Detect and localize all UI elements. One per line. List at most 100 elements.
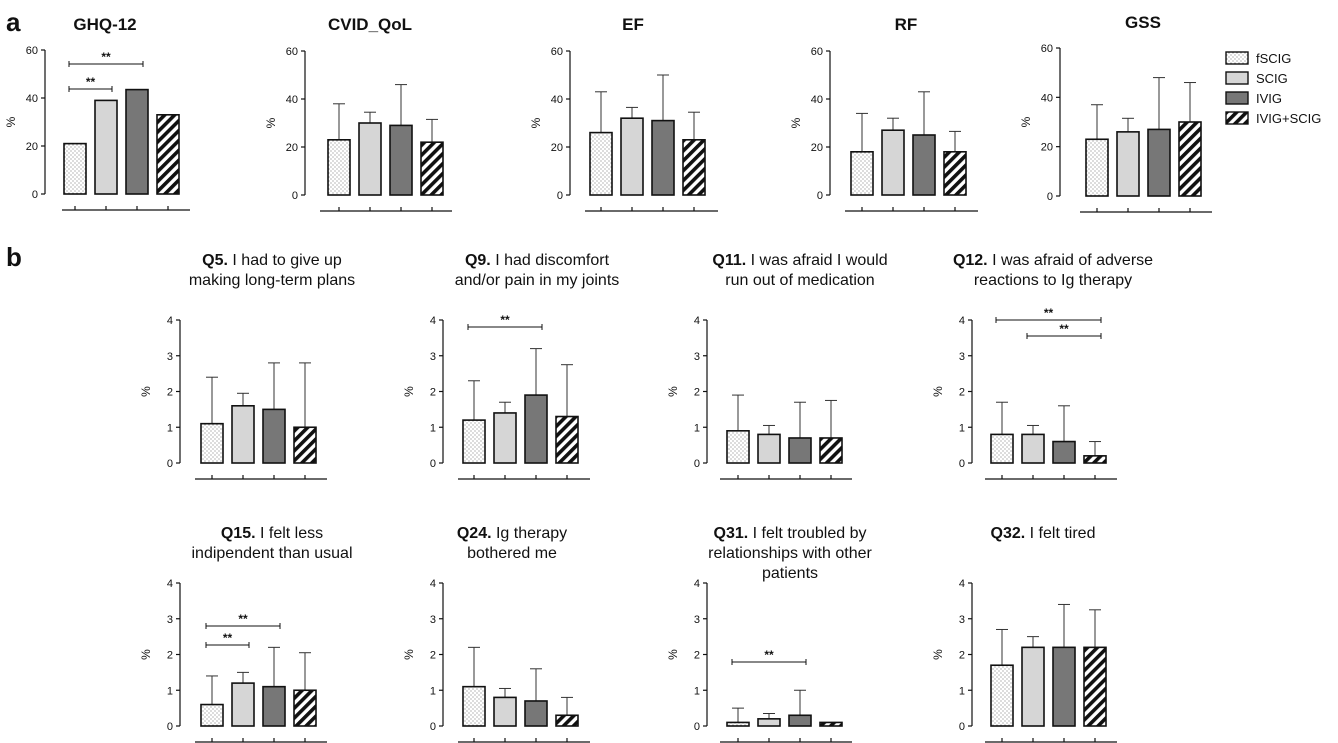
bar-IVIG+SCIG bbox=[682, 139, 706, 196]
y-tick-label: 4 bbox=[959, 578, 965, 590]
y-tick-label: 4 bbox=[959, 315, 965, 327]
bar-fSCIG bbox=[1085, 138, 1109, 197]
y-tick-label: 0 bbox=[694, 458, 700, 470]
bar-SCIG bbox=[1116, 131, 1140, 197]
chart-title-line: I felt troubled by bbox=[748, 525, 866, 542]
y-tick-label: 60 bbox=[286, 46, 298, 58]
chart-rf: RF 0 20 40 60% bbox=[789, 15, 978, 212]
bar-fSCIG bbox=[200, 703, 224, 727]
chart-title-line: I had discomfort bbox=[491, 252, 610, 269]
chart-title-line: GSS bbox=[1125, 13, 1161, 32]
chart-q9: Q9. I had discomfort and/or pain in my jo… bbox=[402, 252, 620, 480]
y-tick-label: 40 bbox=[286, 94, 298, 106]
y-tick-label: 1 bbox=[959, 685, 965, 697]
bar-SCIG bbox=[94, 99, 118, 195]
chart-title-line: run out of medication bbox=[725, 272, 874, 289]
chart-title: RF bbox=[895, 15, 918, 34]
bar-fSCIG bbox=[990, 433, 1014, 464]
y-axis-label: % bbox=[666, 649, 680, 660]
y-tick-label: 1 bbox=[694, 685, 700, 697]
y-tick-label: 3 bbox=[694, 351, 700, 363]
chart-title-line: I felt tired bbox=[1025, 525, 1095, 542]
bar-IVIG+SCIG bbox=[293, 689, 317, 727]
chart-title-line: Ig therapy bbox=[492, 525, 568, 542]
y-tick-label: 2 bbox=[959, 650, 965, 662]
sig-label: ** bbox=[238, 612, 248, 626]
y-tick-label: 3 bbox=[167, 351, 173, 363]
sig-label: ** bbox=[500, 313, 510, 327]
y-tick-label: 2 bbox=[430, 387, 436, 399]
bar-IVIG bbox=[1052, 440, 1076, 464]
bar-IVIG+SCIG bbox=[1178, 121, 1202, 197]
bar-IVIG bbox=[524, 394, 548, 464]
bar-SCIG bbox=[493, 696, 517, 727]
y-tick-label: 1 bbox=[959, 422, 965, 434]
bar-SCIG bbox=[757, 433, 781, 464]
chart-title-line: making long-term plans bbox=[189, 272, 355, 289]
y-axis-label: % bbox=[4, 116, 18, 127]
chart-title: GSS bbox=[1125, 13, 1161, 32]
chart-title: GHQ-12 bbox=[73, 15, 136, 34]
chart-title-bold: Q32. bbox=[991, 525, 1026, 542]
chart-title-line: indipendent than usual bbox=[191, 545, 352, 562]
y-tick-label: 0 bbox=[817, 190, 823, 202]
y-tick-label: 40 bbox=[1041, 92, 1053, 104]
y-tick-label: 3 bbox=[430, 351, 436, 363]
bar-IVIG+SCIG bbox=[819, 721, 843, 727]
bar-fSCIG bbox=[327, 139, 351, 196]
y-tick-label: 0 bbox=[32, 189, 38, 201]
legend-item: SCIG bbox=[1225, 71, 1288, 86]
y-tick-label: 3 bbox=[694, 614, 700, 626]
chart-q24: Q24. Ig therapy bothered me 0 1 2 3 4% bbox=[402, 525, 590, 743]
y-tick-label: 0 bbox=[959, 721, 965, 733]
bar-fSCIG bbox=[990, 664, 1014, 727]
sig-label: ** bbox=[764, 648, 774, 662]
chart-title: Q9. I had discomfort and/or pain in my jo… bbox=[455, 252, 620, 289]
chart-title-bold: Q5. bbox=[202, 252, 228, 269]
bar-fSCIG bbox=[200, 422, 224, 464]
sig-label: ** bbox=[1059, 322, 1069, 336]
legend-item: IVIG+SCIG bbox=[1225, 111, 1321, 126]
charts-group: GHQ-120204060%****CVID_QoL0204060%EF0204… bbox=[4, 13, 1212, 743]
bar-IVIG bbox=[262, 408, 286, 464]
legend-swatch bbox=[1225, 111, 1249, 125]
chart-title-line: reactions to Ig therapy bbox=[974, 272, 1132, 289]
chart-title: Q12. I was afraid of adverse reactions to… bbox=[953, 252, 1153, 289]
chart-title-line: bothered me bbox=[467, 545, 557, 562]
legend-label: IVIG+SCIG bbox=[1256, 111, 1321, 126]
legend: fSCIG SCIG IVIG IVIG+SCIG bbox=[1225, 51, 1321, 126]
y-axis-label: % bbox=[139, 386, 153, 397]
bar-IVIG bbox=[524, 700, 548, 727]
y-axis-label: % bbox=[931, 386, 945, 397]
chart-gss: GSS 0 20 40 60% bbox=[1019, 13, 1212, 213]
chart-title-bold: Q15. bbox=[221, 525, 256, 542]
y-tick-label: 2 bbox=[959, 387, 965, 399]
y-tick-label: 0 bbox=[694, 721, 700, 733]
bar-IVIG bbox=[788, 714, 812, 727]
chart-title-line: EF bbox=[622, 15, 644, 34]
y-tick-label: 4 bbox=[430, 315, 436, 327]
y-tick-label: 20 bbox=[811, 142, 823, 154]
chart-title-line: I was afraid of adverse bbox=[988, 252, 1154, 269]
y-tick-label: 2 bbox=[430, 650, 436, 662]
bar-IVIG bbox=[788, 437, 812, 464]
y-axis-label: % bbox=[931, 649, 945, 660]
chart-q11: Q11. I was afraid I would run out of medi… bbox=[666, 252, 888, 480]
y-tick-label: 4 bbox=[167, 315, 173, 327]
legend-item: fSCIG bbox=[1225, 51, 1291, 66]
bar-IVIG bbox=[262, 685, 286, 727]
panel-label-b: b bbox=[6, 242, 22, 272]
panel-label-a: a bbox=[6, 7, 21, 37]
bar-SCIG bbox=[881, 129, 905, 196]
chart-title-line: GHQ-12 bbox=[73, 15, 136, 34]
chart-title: Q15. I felt less indipendent than usual bbox=[191, 525, 352, 562]
y-tick-label: 3 bbox=[959, 351, 965, 363]
chart-title: Q32. I felt tired bbox=[991, 525, 1096, 542]
bar-IVIG bbox=[1147, 128, 1171, 197]
y-tick-label: 0 bbox=[557, 190, 563, 202]
chart-ghq12: GHQ-12 0 20 40 60% ** ** bbox=[4, 15, 190, 211]
bar-IVIG+SCIG bbox=[555, 415, 579, 464]
bar-SCIG bbox=[231, 404, 255, 464]
y-tick-label: 1 bbox=[694, 422, 700, 434]
bar-IVIG bbox=[125, 88, 149, 195]
